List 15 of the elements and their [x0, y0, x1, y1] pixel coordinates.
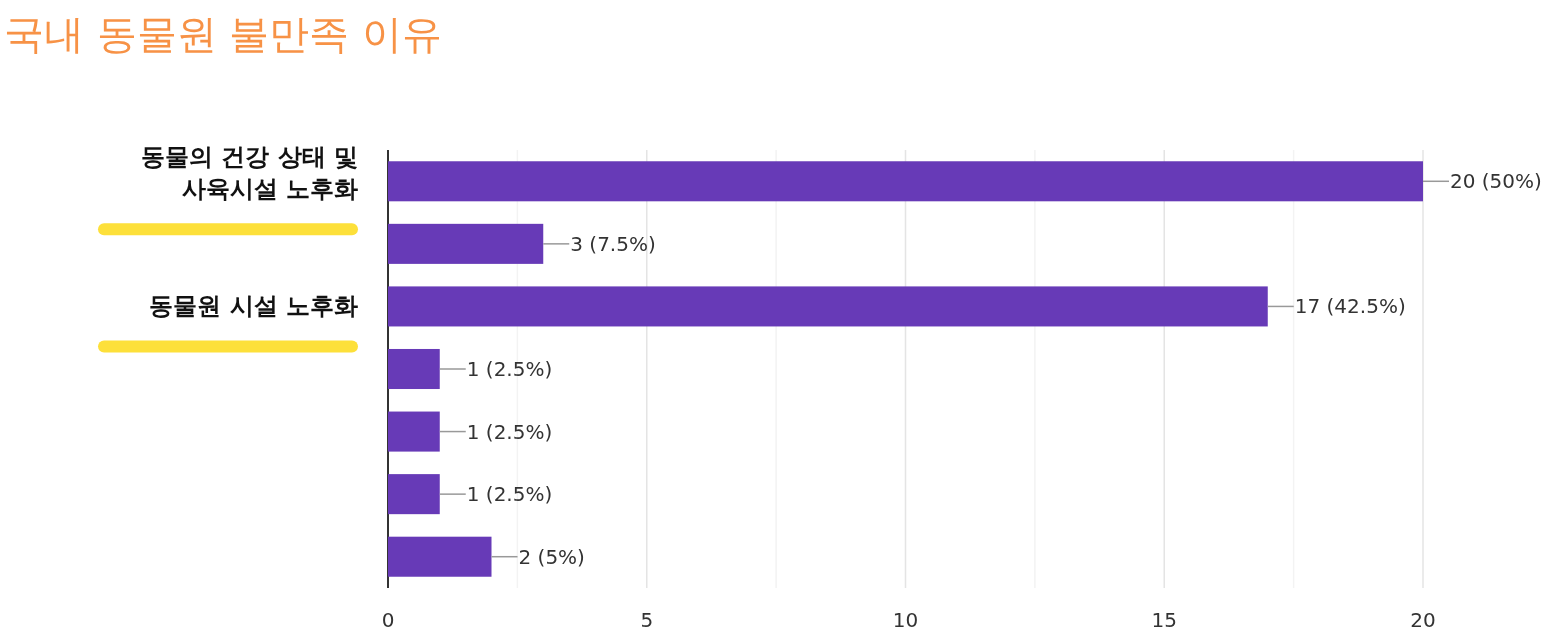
y-tick-label: 동물원 시설 노후화 [149, 292, 358, 321]
x-tick-label: 10 [892, 608, 919, 630]
data-label: 3 (7.5%) [570, 231, 656, 256]
data-label: 1 (2.5%) [466, 419, 553, 444]
data-label: 1 (2.5%) [466, 482, 553, 507]
x-tick-label: 15 [1151, 608, 1177, 630]
title: 국내 동물원 불만족 이유 [4, 11, 443, 57]
x-tick-label: 0 [381, 608, 395, 630]
x-tick-label: 20 [1410, 608, 1436, 630]
data-label: 17 (42.5%) [1294, 294, 1406, 319]
y-tick-label: 동물의 건강 상태 및 사육시설 노후화 [140, 143, 358, 204]
data-label: 1 (2.5%) [466, 357, 553, 381]
data-label: 20 (50%) [1450, 169, 1542, 194]
x-tick-label: 5 [640, 608, 654, 630]
data-label: 2 (5%) [518, 544, 585, 569]
